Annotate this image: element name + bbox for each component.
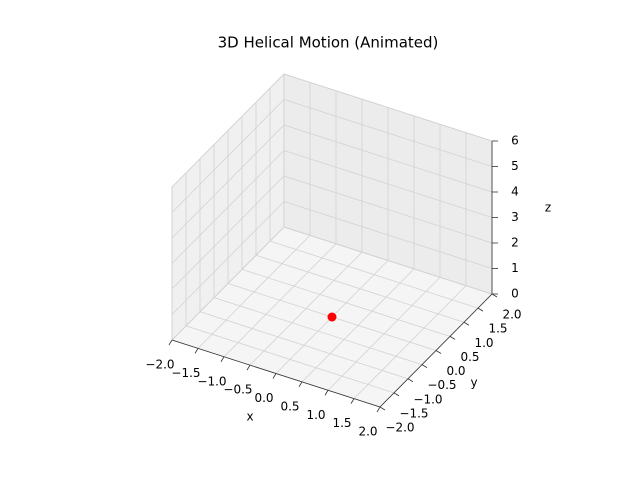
grid-line (283, 201, 493, 269)
grid-line (283, 226, 493, 295)
y-tick-label: 2.0 (502, 308, 521, 322)
tick-mark (272, 373, 277, 379)
y-tick-label: −2.0 (385, 421, 414, 435)
grid-line (283, 73, 493, 142)
x-tick-label: 0.0 (254, 391, 273, 405)
grid-line (283, 175, 493, 244)
tick-mark (350, 398, 355, 404)
grid-line (269, 240, 479, 309)
x-tick-label: 1.5 (332, 416, 351, 430)
tick-mark (491, 293, 498, 298)
grid-line (255, 254, 465, 323)
x-tick-label: −1.5 (171, 366, 200, 380)
x-tick-label: 1.0 (306, 408, 325, 422)
tick-mark (421, 364, 428, 368)
y-tick-label: −1.5 (399, 406, 428, 420)
tick-mark (463, 321, 470, 326)
tick-mark (298, 381, 303, 388)
tick-mark (407, 378, 414, 383)
z-tick-label: 6 (511, 134, 519, 148)
x-tick-label: −1.0 (197, 374, 226, 388)
z-axis-label: z (545, 201, 551, 215)
grid-line (213, 297, 423, 366)
grid-line (185, 325, 395, 394)
z-tick-label: 5 (511, 159, 519, 173)
tick-mark (220, 356, 225, 362)
tick-mark (379, 406, 386, 411)
grid-line (199, 311, 409, 380)
tick-mark (376, 406, 381, 413)
tick-mark (168, 339, 173, 346)
tick-mark (435, 350, 442, 354)
grid-line (171, 73, 285, 188)
z-tick-label: 4 (511, 185, 519, 199)
x-tick-label: −0.5 (223, 383, 252, 397)
grid-line (171, 226, 285, 341)
grid-line (171, 175, 285, 290)
grid-line (171, 99, 285, 213)
grid-line (283, 124, 493, 193)
y-tick-label: 1.5 (488, 322, 507, 336)
grid-line (171, 201, 285, 315)
y-tick-label: 0.5 (460, 350, 479, 364)
chart-title: 3D Helical Motion (Animated) (218, 34, 439, 52)
grid-line (171, 124, 285, 239)
tick-mark (324, 390, 329, 396)
x-axis-label: x (246, 410, 253, 424)
tick-mark (246, 364, 251, 371)
x-tick-label: −2.0 (145, 358, 174, 372)
tick-mark (393, 392, 400, 397)
grid-line (283, 99, 493, 167)
z-tick-label: 0 (511, 287, 519, 301)
y-tick-label: 1.0 (474, 336, 493, 350)
tick-mark (477, 307, 484, 312)
y-axis-line (379, 293, 493, 408)
x-tick-label: 2.0 (358, 425, 377, 439)
z-tick-label: 3 (511, 210, 519, 224)
z-tick-label: 1 (511, 261, 519, 275)
y-tick-label: −1.0 (413, 392, 442, 406)
grid-line (241, 268, 451, 337)
z-tick-label: 2 (511, 236, 519, 250)
y-tick-label: 0.0 (446, 364, 465, 378)
point (327, 312, 337, 322)
tick-mark (194, 348, 199, 354)
grid-line (171, 150, 285, 264)
y-axis-label: y (470, 376, 477, 390)
x-axis-line (171, 339, 381, 408)
x-tick-label: 0.5 (280, 399, 299, 413)
tick-mark (449, 336, 456, 340)
y-tick-label: −0.5 (427, 378, 456, 392)
grid-line (283, 150, 493, 218)
